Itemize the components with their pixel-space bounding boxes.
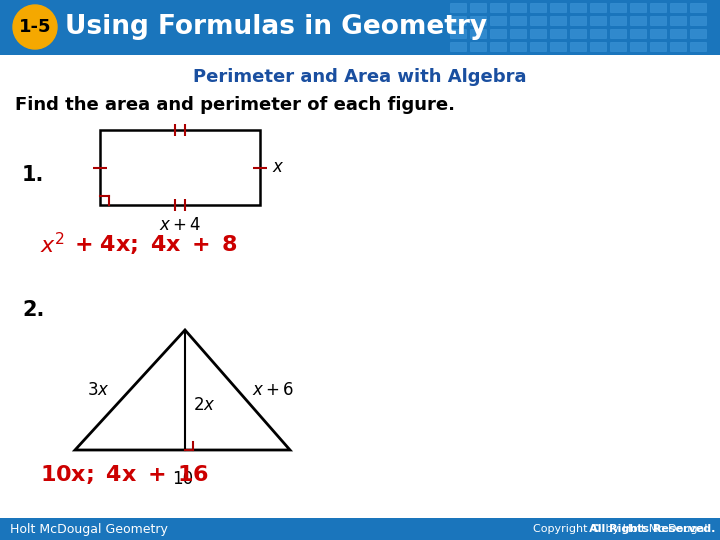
Bar <box>670 29 686 38</box>
Bar <box>470 29 486 38</box>
Text: 2.: 2. <box>22 300 45 320</box>
Bar <box>650 29 666 38</box>
Bar <box>590 42 606 51</box>
Bar <box>670 3 686 12</box>
Bar <box>630 16 646 25</box>
Bar <box>610 3 626 12</box>
Bar <box>100 130 260 205</box>
Bar <box>0 518 720 540</box>
Bar <box>550 29 566 38</box>
Text: $\mathbf{+ \ 4x; \ 4x \ + \ 8}$: $\mathbf{+ \ 4x; \ 4x \ + \ 8}$ <box>74 233 238 256</box>
Text: $\mathit{x}^2$: $\mathit{x}^2$ <box>40 232 65 258</box>
Bar <box>690 16 706 25</box>
Bar <box>550 3 566 12</box>
Text: Copyright © by Holt Mc Dougal.: Copyright © by Holt Mc Dougal. <box>534 524 715 534</box>
Bar <box>450 3 466 12</box>
Bar <box>470 16 486 25</box>
Bar <box>670 16 686 25</box>
Bar <box>690 42 706 51</box>
Bar <box>0 0 720 55</box>
Bar <box>630 29 646 38</box>
Bar <box>550 16 566 25</box>
Bar <box>550 42 566 51</box>
Bar <box>510 16 526 25</box>
Bar <box>450 42 466 51</box>
Bar <box>610 29 626 38</box>
Bar <box>490 3 506 12</box>
Bar <box>490 16 506 25</box>
Text: $3x$: $3x$ <box>87 381 110 399</box>
Bar <box>690 3 706 12</box>
Text: $x + 4$: $x + 4$ <box>159 216 201 234</box>
Bar <box>570 3 586 12</box>
Bar <box>510 3 526 12</box>
Text: $x + 6$: $x + 6$ <box>253 381 294 399</box>
Bar <box>650 42 666 51</box>
Bar <box>530 16 546 25</box>
Bar <box>690 29 706 38</box>
Bar <box>570 42 586 51</box>
Bar <box>510 42 526 51</box>
Circle shape <box>13 5 57 49</box>
Text: Find the area and perimeter of each figure.: Find the area and perimeter of each figu… <box>15 96 455 114</box>
Bar <box>490 42 506 51</box>
Bar <box>610 42 626 51</box>
Text: x: x <box>272 159 282 177</box>
Text: $2x$: $2x$ <box>193 396 215 414</box>
Bar <box>650 16 666 25</box>
Bar <box>590 3 606 12</box>
Bar <box>590 16 606 25</box>
Bar <box>630 3 646 12</box>
Bar <box>470 42 486 51</box>
Text: Holt McDougal Geometry: Holt McDougal Geometry <box>10 523 168 536</box>
Text: 1-5: 1-5 <box>19 18 51 36</box>
Bar <box>670 42 686 51</box>
Bar <box>510 29 526 38</box>
Bar <box>630 42 646 51</box>
Bar <box>610 16 626 25</box>
Bar <box>490 29 506 38</box>
Text: 10: 10 <box>172 470 193 488</box>
Bar <box>450 16 466 25</box>
Bar <box>470 3 486 12</box>
Bar <box>530 29 546 38</box>
Bar <box>530 42 546 51</box>
Bar <box>570 16 586 25</box>
Text: Using Formulas in Geometry: Using Formulas in Geometry <box>65 15 487 40</box>
Bar <box>590 29 606 38</box>
Text: All Rights Reserved.: All Rights Reserved. <box>407 524 715 534</box>
Bar <box>450 29 466 38</box>
Text: $\mathbf{10x; \ 4x \ + \ 16}$: $\mathbf{10x; \ 4x \ + \ 16}$ <box>40 463 209 487</box>
Text: Perimeter and Area with Algebra: Perimeter and Area with Algebra <box>193 68 527 86</box>
Bar <box>650 3 666 12</box>
Text: 1.: 1. <box>22 165 45 185</box>
Bar <box>530 3 546 12</box>
Bar <box>570 29 586 38</box>
